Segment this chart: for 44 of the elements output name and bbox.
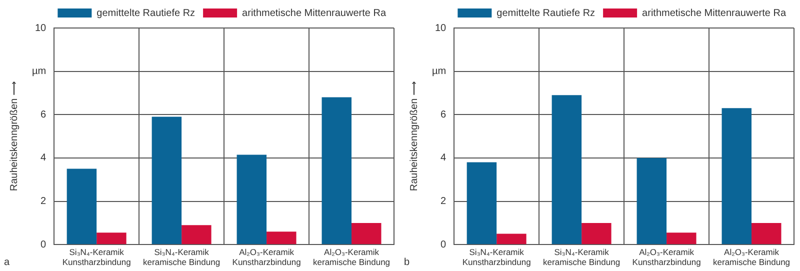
x-tick-label: Si₃N₄-Keramik keramische Bindung [143,247,220,268]
y-tick-label: 10 [434,22,447,34]
x-tick-label: Al₂O₃-Keramik keramische Bindung [713,247,790,268]
x-tick-label: Si₃N₄-Keramik Kunstharzbindung [62,247,132,268]
y-axis-title: Rauheitskenngrößen ⟶ [8,81,20,192]
y-tick-label: 10 [34,22,47,34]
bar [352,222,382,244]
bar [152,116,182,244]
bar [666,232,696,244]
y-tick-label: 6 [40,109,47,120]
x-tick-label: Al₂O₃-Keramik keramische Bindung [313,247,390,268]
bar [182,225,212,244]
bar [552,95,582,244]
text: b [404,256,410,268]
x-tick-label: Si₃N₄-Keramik keramische Bindung [543,247,620,268]
bar [752,222,782,244]
y-tick-label: 2 [40,196,47,208]
y-tick-label: 4 [440,152,447,164]
legend-label: arithmetische Mittenrauwerte Ra [642,8,786,19]
bar [236,154,267,244]
legend-label: gemittelte Rautiefe Rz [496,8,596,19]
y-tick-label: µm [432,66,446,78]
bar [266,232,296,244]
x-tick-label: Al₂O₃-Keramik Kunstharzbindung [632,247,702,268]
y-tick-label: 0 [440,239,447,250]
bar [582,222,612,244]
bar [322,97,352,244]
y-tick-label: 4 [40,152,47,164]
bar [96,232,126,244]
x-tick-label: Si₃N₄-Keramik Kunstharzbindung [462,247,532,268]
y-tick-label: 6 [440,109,447,120]
y-tick-label: µm [32,66,46,78]
bar [636,158,667,244]
x-tick-label: Al₂O₃-Keramik Kunstharzbindung [232,247,302,268]
bar [466,162,497,244]
bar [722,108,752,244]
legend-label: arithmetische Mittenrauwerte Ra [242,8,386,19]
y-tick-label: 0 [40,239,47,250]
y-tick-label: 2 [440,196,447,208]
bar [496,234,526,244]
text: a [4,256,10,268]
legend-label: gemittelte Rautiefe Rz [96,8,196,19]
bar [66,168,97,244]
y-axis-title: Rauheitskenngrößen ⟶ [408,81,420,192]
